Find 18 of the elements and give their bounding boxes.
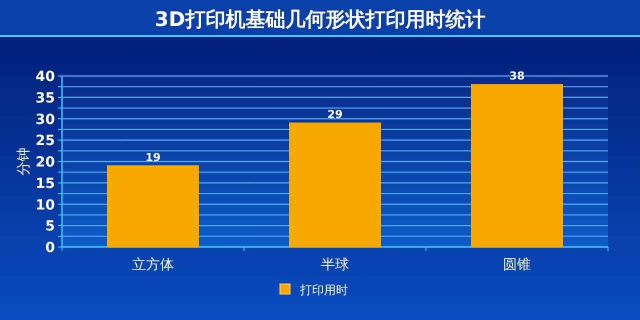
y-tick-label: 0 (45, 240, 56, 256)
y-tick-label: 10 (36, 197, 56, 214)
chart-title: 3D打印机基础几何形状打印用时统计 (154, 7, 486, 31)
data-label: 38 (509, 70, 525, 83)
y-tick-label: 15 (36, 176, 55, 192)
data-label: 29 (327, 108, 343, 122)
data-label: 19 (145, 150, 161, 164)
y-tick-label: 40 (36, 69, 56, 85)
y-tick-label: 25 (36, 133, 55, 150)
y-tick-label: 20 (36, 154, 56, 170)
y-tick-label: 35 (36, 90, 55, 106)
legend: 打印用时 (280, 283, 348, 297)
y-tick-label: 30 (36, 112, 56, 128)
x-tick-label: 圆锥 (503, 257, 531, 273)
x-tick-label: 半球 (321, 257, 349, 273)
x-tick-label: 立方体 (132, 257, 174, 273)
y-tick-label: 5 (45, 218, 55, 235)
y-axis-title: 分钟 (16, 148, 32, 176)
